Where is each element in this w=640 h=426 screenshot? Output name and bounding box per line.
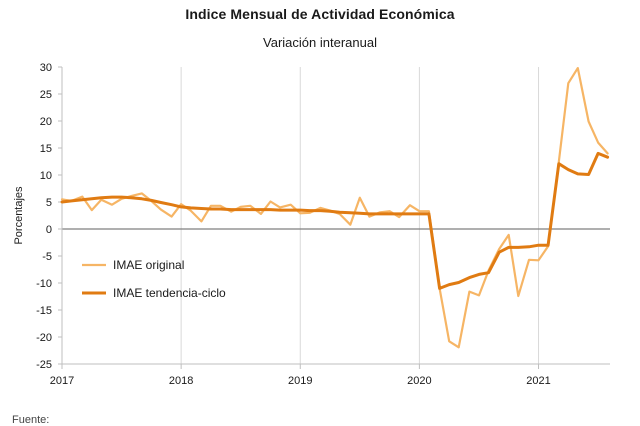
y-axis-label: Porcentajes <box>13 186 25 245</box>
legend: IMAE original IMAE tendencia-ciclo <box>82 258 226 300</box>
x-tick-label: 2021 <box>526 375 550 387</box>
y-tick-label: 15 <box>40 143 52 155</box>
grid-layer <box>62 67 610 364</box>
x-tick-label: 2019 <box>288 375 312 387</box>
y-tick-label: -15 <box>36 305 52 317</box>
y-tick-label: 30 <box>40 62 52 74</box>
y-tick-label: 0 <box>46 224 52 236</box>
series-layer <box>60 67 610 349</box>
series-line-trend <box>60 151 610 290</box>
y-tick-label: 25 <box>40 89 52 101</box>
y-tick-label: 20 <box>40 116 52 128</box>
legend-label-original: IMAE original <box>113 258 184 272</box>
source-note: Fuente: <box>12 414 50 426</box>
chart-subtitle: Variación interanual <box>263 35 377 50</box>
series-line-original <box>60 67 609 349</box>
legend-label-trend: IMAE tendencia-ciclo <box>113 286 226 300</box>
x-tick-label: 2017 <box>50 375 74 387</box>
x-tick-label: 2018 <box>169 375 193 387</box>
axis-layer: 2017 2018 2019 2020 2021 -25 -20 -15 -10 -5 0 5 10 15… <box>36 62 610 387</box>
y-tick-label: 10 <box>40 170 52 182</box>
x-tick-label: 2020 <box>407 375 431 387</box>
y-tick-label: -25 <box>36 359 52 371</box>
y-tick-label: 5 <box>46 197 52 209</box>
chart-title: Indice Mensual de Actividad Económica <box>185 6 455 22</box>
y-tick-label: -20 <box>36 332 52 344</box>
y-tick-label: -10 <box>36 278 52 290</box>
y-tick-label: -5 <box>42 251 52 263</box>
